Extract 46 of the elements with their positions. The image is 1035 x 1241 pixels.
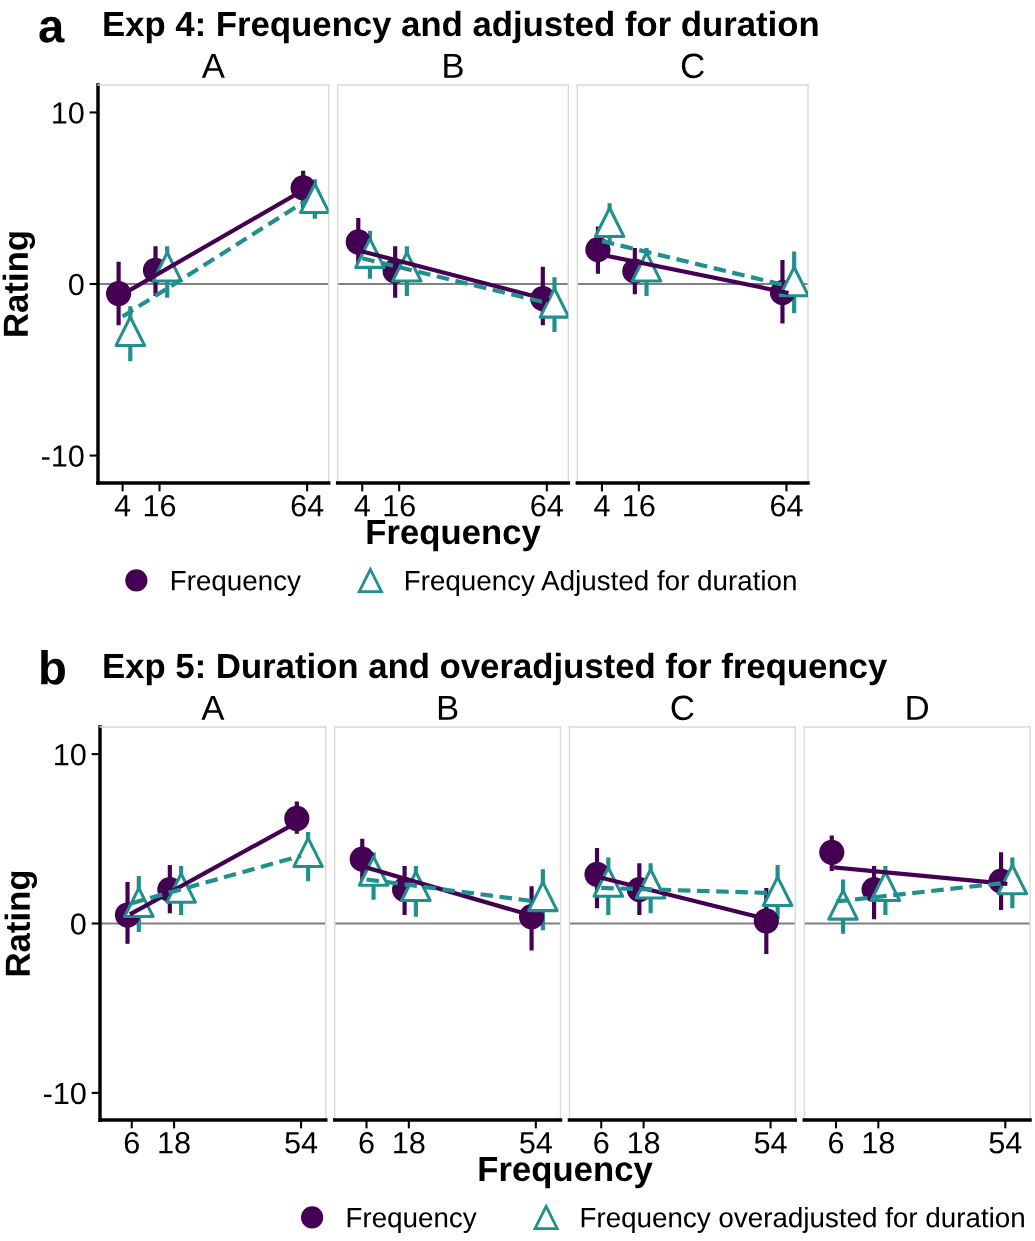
x-tick-label: 54 (520, 1132, 552, 1154)
chart-title: C (681, 53, 704, 79)
x-tick-label: 64 (291, 494, 324, 517)
legend-label: Frequency (347, 1208, 477, 1233)
x-tick-label: 6 (124, 1131, 139, 1154)
x-tick-label: 16 (384, 494, 415, 517)
text: a (39, 16, 65, 43)
x-tick-label: 16 (624, 494, 655, 517)
legend-label: Frequency overadjusted for duration (581, 1207, 1024, 1233)
x-tick-label: 6 (829, 1131, 844, 1154)
legend-label: Frequency Adjusted for duration (405, 570, 796, 596)
chart-title: D (907, 695, 928, 720)
y-axis-title: Rating (4, 871, 38, 976)
chart-title: A (201, 53, 225, 78)
x-tick-label: 6 (594, 1131, 609, 1154)
x-tick-label: 18 (863, 1131, 894, 1154)
y-tick-label: -10 (44, 1082, 86, 1105)
y-tick-label: 0 (69, 273, 84, 296)
text: Exp 5: Duration and overadjusted for frequency (104, 652, 888, 686)
text: b (41, 649, 65, 685)
text: Exp 4: Frequency and adjusted for duration (104, 10, 818, 44)
legend-label: Frequency (171, 571, 301, 596)
y-tick-label: -10 (42, 445, 84, 467)
x-tick-label: 18 (394, 1131, 425, 1154)
x-axis-title: Frequency (367, 520, 541, 552)
y-tick-label: 0 (71, 913, 86, 935)
x-tick-label: 18 (159, 1131, 190, 1154)
x-tick-label: 54 (285, 1132, 318, 1154)
x-tick-label: 4 (594, 495, 610, 517)
x-tick-label: 4 (354, 495, 370, 517)
y-tick-label: 10 (53, 102, 84, 124)
chart-title: A (201, 695, 225, 720)
x-tick-label: 54 (754, 1132, 787, 1154)
chart-title: B (444, 53, 463, 78)
chart-title: C (671, 695, 694, 721)
x-tick-label: 54 (989, 1132, 1022, 1154)
x-tick-label: 18 (628, 1131, 660, 1154)
x-tick-label: 6 (359, 1131, 374, 1154)
y-axis-title: Rating (2, 232, 36, 336)
x-tick-label: 16 (144, 494, 176, 517)
x-tick-label: 64 (771, 494, 803, 517)
x-axis-title: Frequency (479, 1157, 653, 1189)
chart-title: B (438, 695, 458, 720)
y-tick-label: 10 (55, 743, 86, 766)
x-tick-label: 4 (114, 495, 131, 517)
x-tick-label: 64 (531, 494, 563, 517)
